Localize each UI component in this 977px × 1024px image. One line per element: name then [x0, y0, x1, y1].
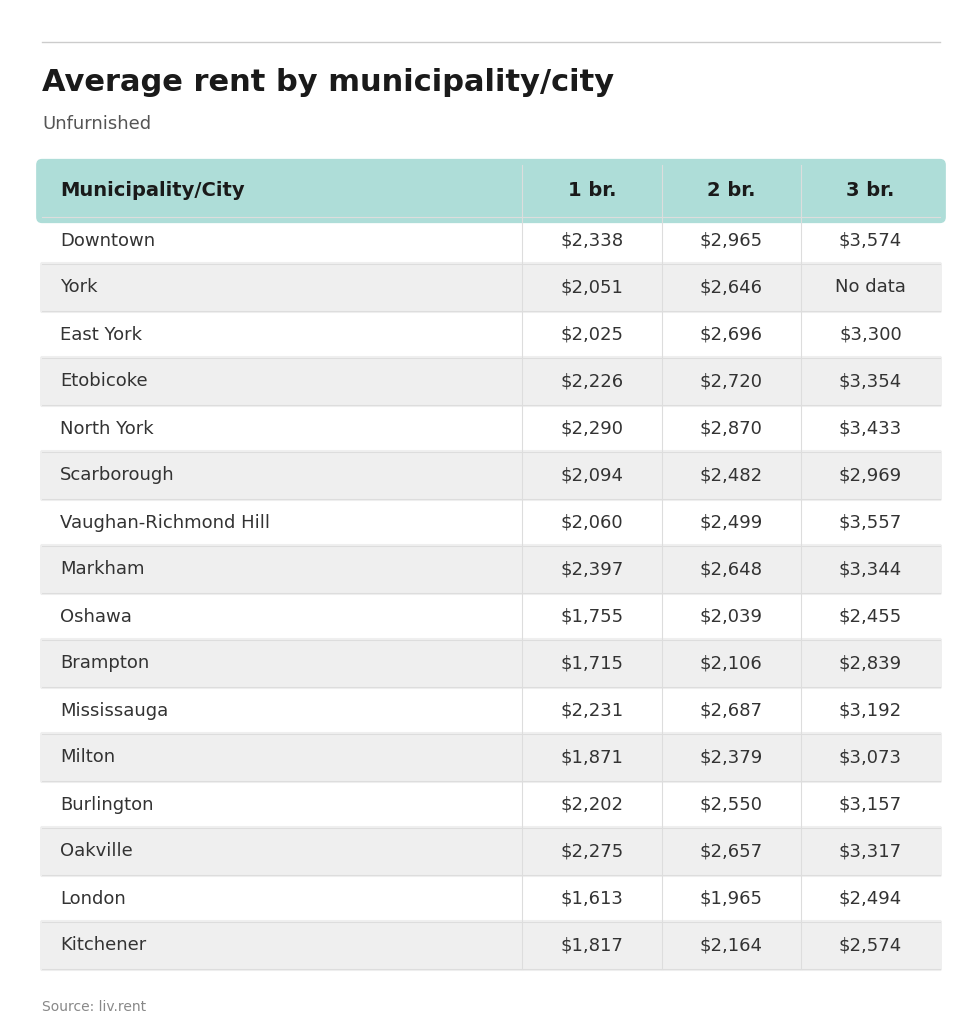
- Text: No data: No data: [835, 279, 906, 297]
- Text: $3,157: $3,157: [839, 796, 902, 813]
- Text: $3,073: $3,073: [839, 749, 902, 767]
- Text: Etobicoke: Etobicoke: [60, 373, 148, 390]
- Text: $2,231: $2,231: [561, 701, 623, 720]
- Text: $2,226: $2,226: [561, 373, 623, 390]
- Text: Downtown: Downtown: [60, 231, 155, 250]
- Text: $2,051: $2,051: [561, 279, 623, 297]
- Text: $2,094: $2,094: [561, 467, 623, 484]
- Text: $3,354: $3,354: [839, 373, 902, 390]
- Text: $2,499: $2,499: [700, 513, 763, 531]
- Text: $1,965: $1,965: [700, 890, 763, 907]
- Text: $2,574: $2,574: [839, 937, 902, 954]
- Text: Average rent by municipality/city: Average rent by municipality/city: [42, 68, 615, 97]
- Text: $2,397: $2,397: [561, 560, 623, 579]
- Text: $1,817: $1,817: [561, 937, 623, 954]
- Text: $2,720: $2,720: [700, 373, 763, 390]
- Text: $3,433: $3,433: [839, 420, 902, 437]
- Text: $2,164: $2,164: [700, 937, 763, 954]
- Text: $1,613: $1,613: [561, 890, 623, 907]
- Text: 3 br.: 3 br.: [846, 181, 895, 201]
- Text: Source: liv.rent: Source: liv.rent: [42, 1000, 147, 1014]
- Text: York: York: [60, 279, 98, 297]
- Text: London: London: [60, 890, 126, 907]
- Text: $2,455: $2,455: [839, 607, 902, 626]
- Text: $2,550: $2,550: [700, 796, 763, 813]
- Text: Markham: Markham: [60, 560, 145, 579]
- Text: 2 br.: 2 br.: [707, 181, 755, 201]
- Text: $3,300: $3,300: [839, 326, 902, 343]
- Text: $2,839: $2,839: [839, 654, 902, 673]
- Text: $1,755: $1,755: [561, 607, 623, 626]
- Text: $2,646: $2,646: [700, 279, 763, 297]
- Text: $2,648: $2,648: [700, 560, 763, 579]
- Text: $2,696: $2,696: [700, 326, 763, 343]
- Text: $3,317: $3,317: [839, 843, 902, 860]
- Text: $1,871: $1,871: [561, 749, 623, 767]
- Text: $3,557: $3,557: [839, 513, 902, 531]
- Text: $2,338: $2,338: [561, 231, 623, 250]
- Text: $2,969: $2,969: [839, 467, 902, 484]
- Text: $3,344: $3,344: [839, 560, 902, 579]
- Text: North York: North York: [60, 420, 153, 437]
- Text: $2,290: $2,290: [561, 420, 623, 437]
- Text: Oakville: Oakville: [60, 843, 133, 860]
- Text: Oshawa: Oshawa: [60, 607, 132, 626]
- Text: $2,275: $2,275: [561, 843, 623, 860]
- Text: $2,494: $2,494: [839, 890, 902, 907]
- Text: $2,106: $2,106: [700, 654, 763, 673]
- Text: $2,687: $2,687: [700, 701, 763, 720]
- Text: $2,039: $2,039: [700, 607, 763, 626]
- Text: $2,379: $2,379: [700, 749, 763, 767]
- Text: $2,025: $2,025: [561, 326, 623, 343]
- Text: $2,202: $2,202: [561, 796, 623, 813]
- Text: $2,657: $2,657: [700, 843, 763, 860]
- Text: $1,715: $1,715: [561, 654, 623, 673]
- Text: Kitchener: Kitchener: [60, 937, 147, 954]
- Text: $2,060: $2,060: [561, 513, 623, 531]
- Text: East York: East York: [60, 326, 142, 343]
- Text: Mississauga: Mississauga: [60, 701, 168, 720]
- Text: $2,965: $2,965: [700, 231, 763, 250]
- Text: $2,870: $2,870: [700, 420, 763, 437]
- Text: Burlington: Burlington: [60, 796, 153, 813]
- Text: Scarborough: Scarborough: [60, 467, 175, 484]
- Text: $3,574: $3,574: [839, 231, 902, 250]
- Text: Brampton: Brampton: [60, 654, 149, 673]
- Text: 1 br.: 1 br.: [568, 181, 616, 201]
- Text: Vaughan-Richmond Hill: Vaughan-Richmond Hill: [60, 513, 270, 531]
- Text: Municipality/City: Municipality/City: [60, 181, 244, 201]
- Text: Milton: Milton: [60, 749, 115, 767]
- Text: $3,192: $3,192: [839, 701, 902, 720]
- Text: $2,482: $2,482: [700, 467, 763, 484]
- Text: Unfurnished: Unfurnished: [42, 115, 151, 133]
